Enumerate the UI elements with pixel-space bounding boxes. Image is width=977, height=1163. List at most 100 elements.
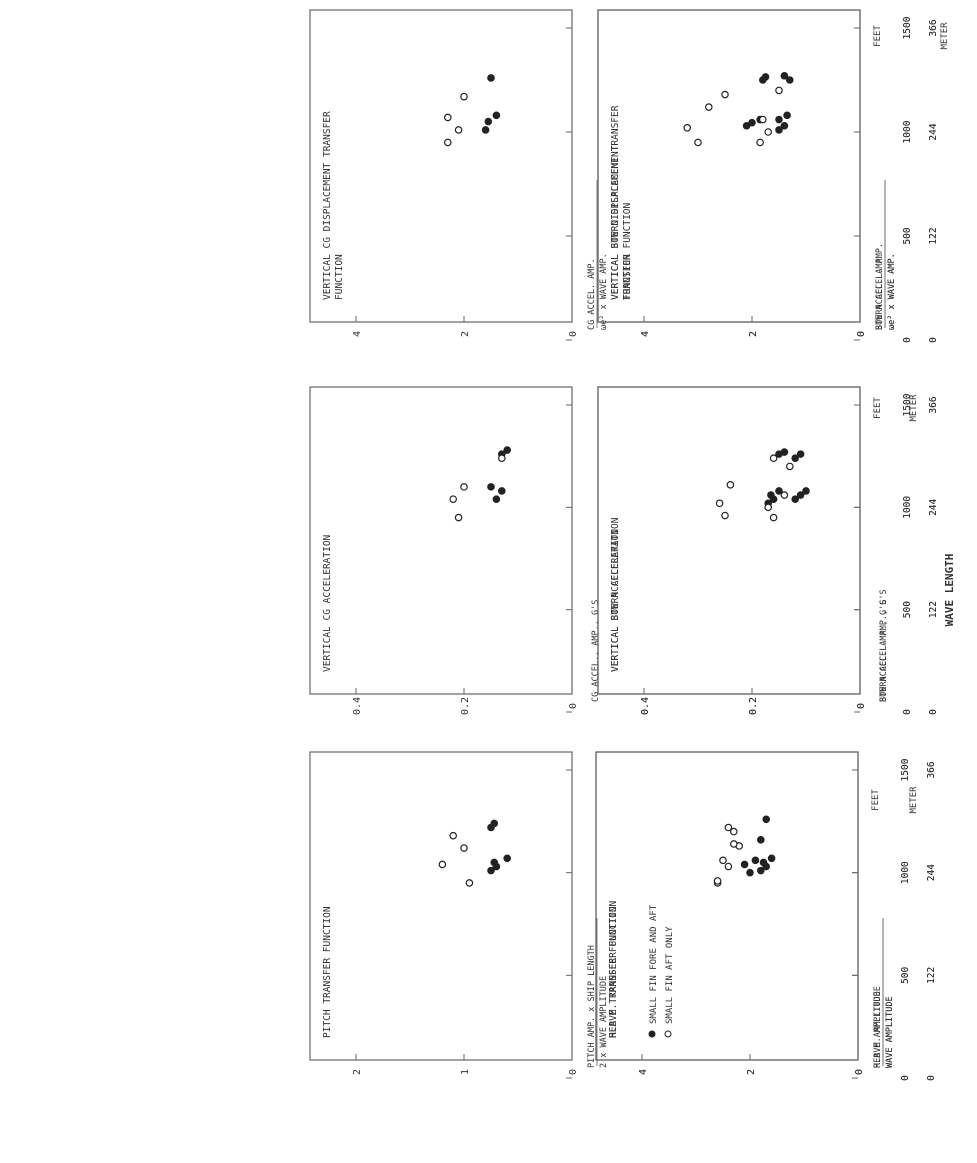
x-tick-label-feet: 1500 xyxy=(900,758,911,781)
data-point-open xyxy=(460,844,468,852)
data-point-filled xyxy=(492,111,501,120)
data-point-open xyxy=(764,503,773,512)
x-tick-label-feet: 0 xyxy=(900,1075,911,1081)
data-point-open xyxy=(726,481,735,489)
y-tick-label: 2 xyxy=(746,1069,757,1075)
data-point-filled xyxy=(481,126,490,134)
data-point-filled xyxy=(775,115,783,124)
data-point-open xyxy=(729,827,738,836)
panel-7: 0 2 4 VERTICAL STERN DISPLACEMENT TRANSFER F… xyxy=(597,9,939,343)
plot-frame xyxy=(597,9,861,323)
y-tick-label: 2 xyxy=(748,331,759,337)
data-point-filled xyxy=(796,450,805,458)
data-point-filled xyxy=(484,117,493,126)
data-point-open xyxy=(724,823,733,832)
data-point-filled xyxy=(756,866,765,875)
legend-open-marker xyxy=(664,1030,672,1038)
y-axis-label: CG ACCEL., AMP., G'S xyxy=(591,600,601,702)
x-tick-label-meter: 244 xyxy=(928,498,939,515)
legend-filled-marker xyxy=(648,1030,656,1038)
panel-title: FUNCTION xyxy=(622,254,633,300)
data-point-filled xyxy=(785,76,794,84)
data-point-open xyxy=(465,879,474,887)
meter-label-top: METER xyxy=(940,22,950,50)
x-tick-label-feet: 500 xyxy=(902,601,913,618)
panel-title: HEAVE TRANSFER FUNCTION xyxy=(608,906,619,1038)
data-point-filled xyxy=(759,858,768,867)
y-tick-label: 1 xyxy=(460,1069,471,1075)
data-point-open xyxy=(769,513,778,522)
x-tick-label-meter: 366 xyxy=(926,761,937,778)
data-point-open xyxy=(449,831,458,840)
data-point-open xyxy=(785,462,794,471)
data-point-open xyxy=(719,856,727,865)
y-tick-label: 0.2 xyxy=(748,697,759,715)
x-tick-label-feet: 1500 xyxy=(902,16,913,39)
data-point-filled xyxy=(780,72,789,80)
x-tick-label-meter: 122 xyxy=(926,967,937,984)
plot-frame xyxy=(595,751,859,1061)
data-point-open xyxy=(775,86,783,95)
panel-title: TRANSFER FUNCTION xyxy=(622,202,633,300)
y-axis-label-numerator: PITCH AMP. x SHIP LENGTH xyxy=(587,945,597,1068)
feet-label-top: FEET xyxy=(873,25,883,47)
data-point-open xyxy=(724,862,733,871)
y-tick-label: 0.2 xyxy=(748,697,759,715)
plot-frame xyxy=(597,386,861,695)
data-point-filled xyxy=(775,487,783,495)
panel-9: 0 2 4 R.B.M. TRANSFER FUNCTION R.B.M. AMPLIT… xyxy=(595,751,937,1081)
y-axis-label-numerator: CG ACCEL. AMP. xyxy=(587,258,597,330)
x-tick-label-feet: 500 xyxy=(900,966,911,983)
data-point-open xyxy=(758,115,767,124)
wave-length-label: WAVE LENGTH xyxy=(943,554,956,627)
x-tick-label-feet: 0 xyxy=(900,1075,911,1081)
x-tick-label-meter: 0 xyxy=(928,337,939,343)
x-tick-label-meter: 366 xyxy=(928,396,939,413)
panel-2: 0 0.2 0.4 VERTICAL BOW ACCELERATION BOW ACCE… xyxy=(597,386,939,715)
data-point-filled xyxy=(767,491,775,499)
x-tick-label-meter: 244 xyxy=(926,864,937,881)
x-tick-label-feet: 500 xyxy=(902,227,913,244)
x-tick-label-meter: 244 xyxy=(928,498,939,515)
y-tick-label: 4 xyxy=(638,1069,649,1075)
panel-title: PITCH TRANSFER FUNCTION xyxy=(322,906,333,1038)
y-axis-label-denominator: ωe² x WAVE AMP. xyxy=(887,253,897,330)
data-point-filled xyxy=(742,121,751,130)
x-tick-label-meter: 0 xyxy=(928,709,939,715)
panel-title: VERTICAL STERN DISPLACEMENT xyxy=(610,145,621,300)
data-point-open xyxy=(713,877,722,885)
x-tick-label-feet: 1000 xyxy=(902,496,913,519)
data-point-open xyxy=(438,860,447,869)
data-point-open xyxy=(497,454,506,463)
x-tick-label-feet: 0 xyxy=(902,709,913,715)
x-tick-label-meter: 122 xyxy=(928,601,939,618)
data-point-open xyxy=(764,128,773,136)
x-tick-label-meter: 0 xyxy=(926,1075,937,1081)
data-point-filled xyxy=(503,854,512,863)
y-tick-label: 0 xyxy=(856,703,867,709)
panel-title: VERTICAL CG DISPLACEMENT TRANSFER xyxy=(322,111,333,300)
y-tick-label: 4 xyxy=(640,331,651,337)
x-tick-label-feet: 0 xyxy=(902,337,913,343)
y-tick-label: 4 xyxy=(352,331,363,337)
data-point-open xyxy=(454,513,463,522)
y-tick-label: 0.4 xyxy=(352,697,363,715)
data-point-filled xyxy=(740,860,749,869)
data-point-filled xyxy=(751,856,760,865)
data-point-open xyxy=(769,454,778,463)
data-point-open xyxy=(780,491,789,499)
meter-label-bottom: METER xyxy=(909,786,919,814)
x-tick-label-feet: 0 xyxy=(902,337,913,343)
data-point-open xyxy=(449,495,458,503)
panel-title: FUNCTION xyxy=(334,254,345,300)
y-tick-label: 4 xyxy=(640,331,651,337)
y-tick-label: 2 xyxy=(748,331,759,337)
plot-frame xyxy=(309,386,573,695)
x-tick-label-feet: 500 xyxy=(902,227,913,244)
data-point-filled xyxy=(802,487,810,495)
panel-6: 0 1 2 PITCH TRANSFER FUNCTION PITCH AMP. x S… xyxy=(309,751,609,1079)
x-tick-label-meter: 122 xyxy=(928,601,939,618)
feet-label-bottom: FEET xyxy=(871,789,881,811)
data-point-open xyxy=(683,124,692,132)
